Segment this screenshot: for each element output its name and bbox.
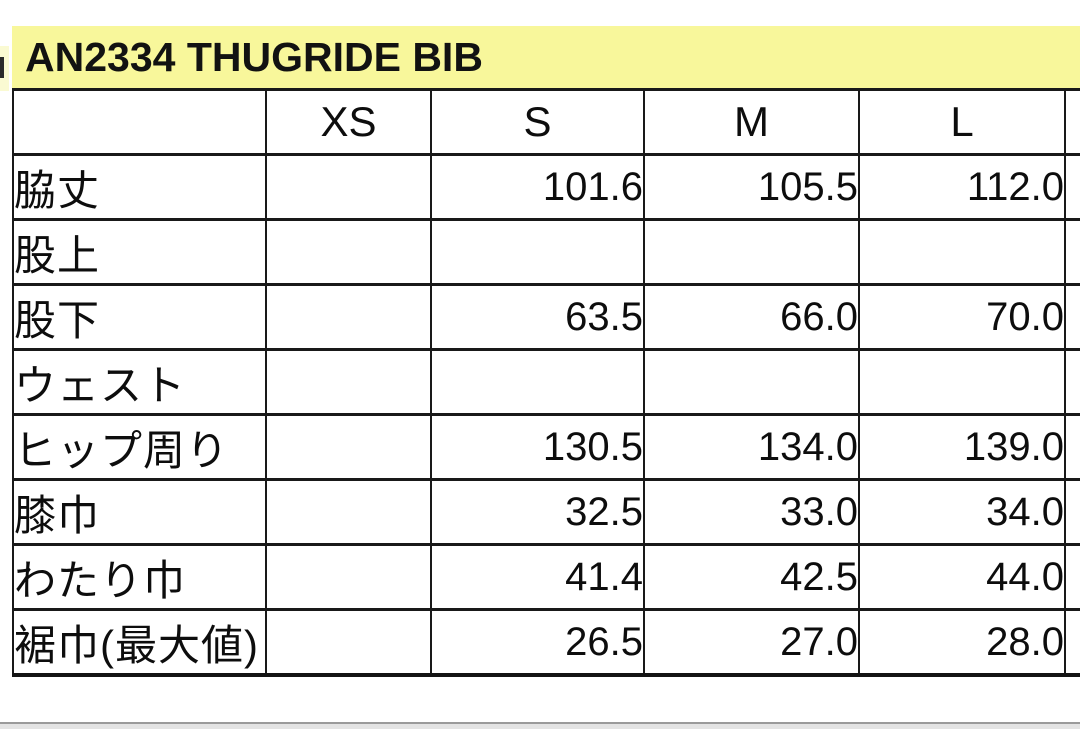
table-header-row: XS S M L [12,91,1080,156]
cell-value [265,543,432,611]
cell-value: 66.0 [643,283,860,351]
cell-partial [1064,478,1080,546]
row-label: ヒップ周り [12,413,267,481]
cell-value: 41.4 [430,543,645,611]
size-chart-table: XS S M L 脇丈 101.6 105.5 112.0 股上 [12,91,1080,677]
row-label: ウェスト [12,348,267,416]
cell-value [265,413,432,481]
cell-value: 105.5 [643,153,860,221]
cell-value [265,283,432,351]
cell-value: 134.0 [643,413,860,481]
cell-value: 33.0 [643,478,860,546]
cell-partial [1064,413,1080,481]
cell-value [265,478,432,546]
cell-value: 112.0 [858,153,1066,221]
cell-value [858,348,1066,416]
bottom-divider-line [0,722,1080,724]
cell-value [265,608,432,677]
header-cell-partial [1064,91,1080,156]
cell-partial [1064,543,1080,611]
table-row: わたり巾 41.4 42.5 44.0 [12,543,1080,611]
table-row: 膝巾 32.5 33.0 34.0 [12,478,1080,546]
row-label: わたり巾 [12,543,267,611]
cell-value: 32.5 [430,478,645,546]
cell-partial [1064,153,1080,221]
cell-partial [1064,218,1080,286]
header-cell-empty [12,91,267,156]
cell-value [643,218,860,286]
cell-value [265,218,432,286]
row-label: 股下 [12,283,267,351]
table-row: 股下 63.5 66.0 70.0 [12,283,1080,351]
row-label: 股上 [12,218,267,286]
size-chart-container: XS S M L 脇丈 101.6 105.5 112.0 股上 [12,91,1080,677]
table-row: 股上 [12,218,1080,286]
cell-value [430,218,645,286]
product-title: AN2334 THUGRIDE BIB [25,33,483,80]
header-cell-s: S [430,91,645,156]
row-label: 脇丈 [12,153,267,221]
cell-value: 26.5 [430,608,645,677]
cell-value: 28.0 [858,608,1066,677]
cell-value [430,348,645,416]
cell-value: 101.6 [430,153,645,221]
row-label: 裾巾(最大値) [12,608,267,677]
left-edge-cropped-glyph [0,57,4,78]
product-title-band: AN2334 THUGRIDE BIB [12,26,1080,91]
table-row: 裾巾(最大値) 26.5 27.0 28.0 [12,608,1080,677]
cell-value: 34.0 [858,478,1066,546]
table-row: ヒップ周り 130.5 134.0 139.0 [12,413,1080,481]
cell-value: 42.5 [643,543,860,611]
cell-partial [1064,348,1080,416]
cell-value: 130.5 [430,413,645,481]
table-row: 脇丈 101.6 105.5 112.0 [12,153,1080,221]
cell-value [643,348,860,416]
bottom-edge-strip [0,724,1080,729]
cell-value [265,348,432,416]
header-cell-m: M [643,91,860,156]
cell-value: 44.0 [858,543,1066,611]
cell-partial [1064,608,1080,677]
cell-partial [1064,283,1080,351]
table-row: ウェスト [12,348,1080,416]
row-label: 膝巾 [12,478,267,546]
left-edge-cropped-band [0,46,9,91]
header-cell-xs: XS [265,91,432,156]
cell-value: 63.5 [430,283,645,351]
cell-value: 27.0 [643,608,860,677]
cell-value [858,218,1066,286]
cell-value: 139.0 [858,413,1066,481]
cell-value: 70.0 [858,283,1066,351]
header-cell-l: L [858,91,1066,156]
cell-value [265,153,432,221]
